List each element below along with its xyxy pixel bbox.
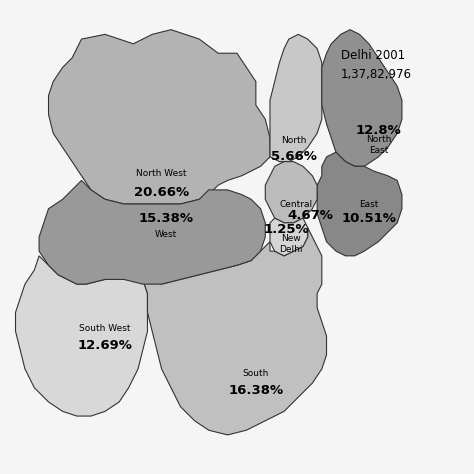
Polygon shape	[265, 162, 317, 223]
Text: North: North	[281, 136, 306, 145]
Polygon shape	[270, 218, 308, 256]
Text: East: East	[359, 200, 379, 209]
Polygon shape	[317, 152, 402, 256]
Text: New
Delhi: New Delhi	[280, 234, 303, 254]
Polygon shape	[16, 256, 147, 416]
Polygon shape	[143, 228, 327, 435]
Text: South West: South West	[79, 324, 131, 333]
Text: 20.66%: 20.66%	[134, 186, 189, 199]
Text: North West: North West	[137, 169, 187, 178]
Text: Central: Central	[279, 200, 312, 209]
Text: 12.69%: 12.69%	[78, 339, 133, 352]
Text: 15.38%: 15.38%	[139, 212, 194, 225]
Text: 5.66%: 5.66%	[271, 150, 317, 164]
Text: West: West	[155, 230, 177, 239]
Text: North
East: North East	[365, 136, 391, 155]
Text: 4.67%: 4.67%	[287, 210, 333, 222]
Text: South: South	[243, 369, 269, 378]
Text: 16.38%: 16.38%	[228, 383, 283, 397]
Polygon shape	[322, 30, 402, 166]
Polygon shape	[48, 30, 270, 204]
Text: 1.25%: 1.25%	[264, 223, 310, 237]
Text: 1,37,82,976: 1,37,82,976	[341, 68, 411, 81]
Text: 12.8%: 12.8%	[356, 125, 401, 137]
Polygon shape	[39, 181, 265, 284]
Text: Delhi 2001: Delhi 2001	[341, 49, 405, 62]
Text: 10.51%: 10.51%	[341, 212, 396, 225]
Polygon shape	[270, 35, 322, 162]
